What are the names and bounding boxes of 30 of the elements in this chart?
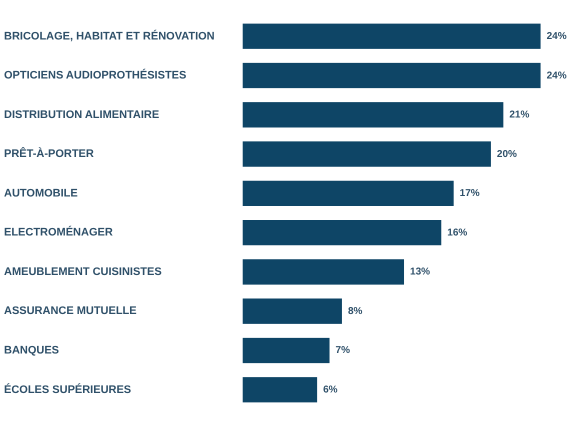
bar [242,298,342,324]
y-tick-label: BANQUES [4,344,60,357]
y-tick-label: DISTRIBUTION ALIMENTAIRE [4,108,160,121]
bar [242,102,504,128]
bar [242,377,318,402]
data-label: 6% [323,384,338,396]
data-label: 17% [460,188,480,200]
bar [242,338,330,364]
bar [242,24,541,49]
data-label: 16% [447,227,468,238]
y-tick-label: ASSURANCE MUTUELLE [4,305,137,318]
data-label: 21% [509,110,530,121]
y-tick-label: OPTICIENS AUDIOPROTHÉSISTES [4,68,186,82]
data-label: 24% [546,70,567,82]
y-tick-label: AUTOMOBILE [4,187,78,200]
data-label: 7% [336,345,350,356]
bar [242,141,491,167]
bar [242,220,442,246]
data-label: 8% [348,306,363,317]
y-tick-label: BRICOLAGE, HABITAT ET RÉNOVATION [4,29,215,42]
bar [242,62,541,88]
data-label: 20% [496,148,518,160]
data-label: 24% [546,30,567,42]
data-label: 13% [410,266,430,278]
y-tick-label: AMEUBLEMENT CUISINISTES [4,266,162,278]
y-tick-label: ELECTROMÉNAGER [4,226,113,239]
bar [242,180,454,206]
bar [242,259,404,285]
y-tick-label: PRÊT-À-PORTER [4,147,94,160]
y-tick-label: ÉCOLES SUPÉRIEURES [4,382,132,396]
